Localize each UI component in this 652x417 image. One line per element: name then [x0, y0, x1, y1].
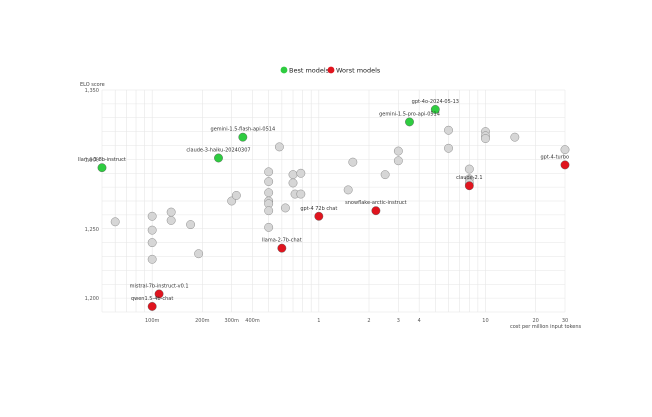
other-model-point [288, 178, 298, 188]
best-model-label: claude-3-haiku-20240307 [186, 147, 250, 153]
y-tick-label: 1,200 [85, 296, 99, 302]
other-model-point [264, 222, 274, 232]
other-model-point [343, 185, 353, 195]
other-model-point [393, 156, 403, 166]
worst-model-point [560, 160, 570, 170]
best-model-label: gemini-1.5-pro-api-0514 [379, 111, 440, 117]
other-model-point [380, 170, 390, 180]
other-model-point [264, 188, 274, 198]
other-model-point [147, 211, 157, 221]
other-model-point [166, 215, 176, 225]
worst-model-label: llama-2-7b-chat [262, 238, 302, 244]
x-tick-label: 200m [195, 318, 210, 324]
y-tick-label: 1,300 [85, 157, 99, 163]
other-model-point [194, 249, 204, 259]
x-tick-label: 3 [397, 318, 400, 324]
best-model-label: llama-3-8b-instruct [78, 157, 126, 163]
worst-model-label: snowflake-arctic-instruct [345, 200, 406, 206]
other-model-point [481, 134, 490, 144]
x-tick-label: 400m [245, 318, 260, 324]
other-model-point [147, 238, 157, 248]
legend: Best models Worst models [280, 66, 381, 75]
legend-worst-label: Worst models [336, 67, 381, 75]
worst-model-label: qwen1.5-4b-chat [131, 296, 173, 302]
x-tick-label: 20 [532, 318, 538, 324]
worst-model-point [147, 302, 157, 311]
other-model-point [464, 164, 474, 174]
y-tick-label: 1,250 [85, 227, 99, 233]
legend-best-marker [280, 66, 288, 74]
worst-model-point [464, 181, 474, 191]
best-model-label: gemini-1.5-flash-api-0514 [211, 127, 276, 133]
worst-model-point [154, 289, 164, 299]
other-model-point [147, 254, 157, 264]
x-tick-label: 100m [145, 318, 160, 324]
point-labels: gpt-4o-2024-05-13 gemini-1.5-pro-api-0514… [78, 99, 569, 302]
best-model-point [405, 117, 414, 127]
worst-model-point [314, 211, 324, 221]
x-tick-label: 10 [482, 318, 488, 324]
other-model-point [264, 206, 274, 216]
other-model-point [510, 132, 520, 142]
x-tick-label: 2 [367, 318, 370, 324]
x-axis-label: cost per million input tokens [510, 324, 582, 330]
x-tick-label: 30 [562, 318, 568, 324]
other-model-point [296, 189, 306, 199]
x-tick-label: 300m [224, 318, 239, 324]
other-model-point [231, 191, 241, 200]
other-model-point [264, 167, 274, 177]
other-model-point [264, 177, 274, 187]
other-model-point [147, 225, 157, 235]
y-axis-label: ELO score [80, 82, 105, 88]
worst-model-label: gpt-4 72b chat [300, 206, 337, 212]
other-model-point [444, 143, 453, 153]
x-tick-label: 1 [317, 318, 320, 324]
other-model-point [393, 146, 403, 156]
other-model-point [560, 145, 570, 155]
other-model-point [288, 170, 298, 180]
other-model-point [444, 125, 453, 135]
best-model-point [97, 163, 107, 173]
other-model-point [348, 157, 358, 167]
best-model-label: gpt-4o-2024-05-13 [412, 99, 459, 105]
best-model-point [214, 153, 223, 163]
other-model-point [280, 203, 290, 213]
x-tick-label: 4 [418, 318, 421, 324]
y-tick-label: 1,350 [85, 88, 99, 94]
worst-model-label: mistral-7b-instruct-v0.1 [130, 283, 189, 289]
legend-worst-marker [327, 66, 335, 74]
other-model-point [110, 217, 120, 227]
worst-model-point [277, 243, 287, 253]
data-points [97, 105, 570, 311]
best-model-point [238, 132, 248, 142]
other-model-point [166, 207, 176, 217]
worst-model-label: gpt-4-turbo [540, 154, 569, 160]
axes: ELO score cost per million input tokens … [80, 82, 582, 330]
legend-best-label: Best models [289, 67, 330, 75]
other-model-point [274, 142, 284, 152]
grid [101, 89, 566, 313]
other-model-point [296, 168, 306, 178]
worst-model-point [371, 206, 381, 216]
other-model-point [186, 220, 196, 230]
worst-model-label: claude-2.1 [456, 175, 482, 181]
best-model-point [430, 105, 440, 114]
